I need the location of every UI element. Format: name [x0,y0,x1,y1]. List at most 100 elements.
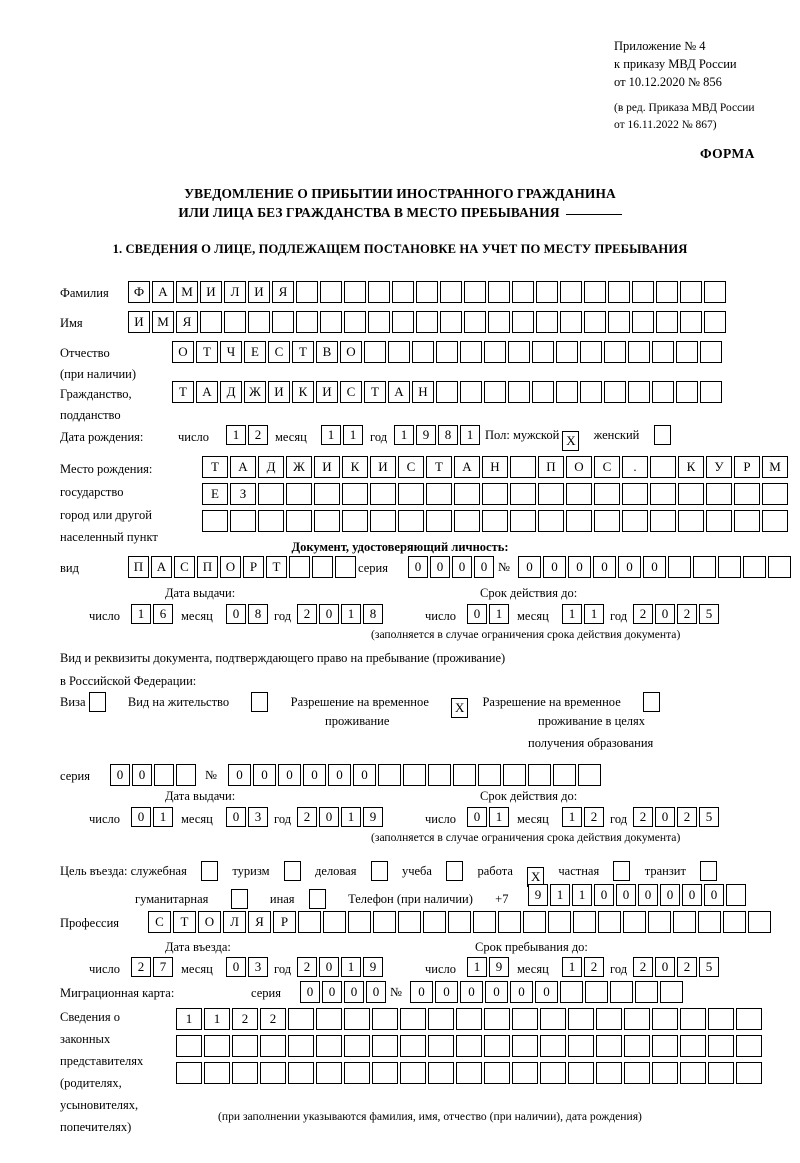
form-cell[interactable]: 2 [232,1008,258,1030]
form-cell[interactable]: 1 [550,884,570,906]
form-cell[interactable] [566,483,592,505]
form-cell[interactable]: 3 [248,957,268,977]
form-cell[interactable] [726,884,746,906]
form-cell[interactable] [594,483,620,505]
form-cell[interactable]: 0 [410,981,433,1003]
form-cell[interactable]: 0 [460,981,483,1003]
form-cell[interactable] [258,483,284,505]
form-cell[interactable]: 9 [416,425,436,445]
form-cell[interactable]: И [200,281,222,303]
form-cell[interactable] [372,1008,398,1030]
form-cell[interactable] [258,510,284,532]
form-cell[interactable] [596,1062,622,1084]
form-cell[interactable] [708,1008,734,1030]
form-cell[interactable]: А [152,281,174,303]
form-cell[interactable]: С [340,381,362,403]
form-cell[interactable] [566,510,592,532]
form-cell[interactable]: 0 [435,981,458,1003]
form-cell[interactable] [624,1062,650,1084]
form-cell[interactable] [314,483,340,505]
form-cell[interactable] [398,911,421,933]
form-cell[interactable] [532,341,554,363]
form-cell[interactable]: 0 [535,981,558,1003]
form-cell[interactable] [460,381,482,403]
form-cell[interactable] [392,311,414,333]
form-cell[interactable] [344,1008,370,1030]
form-cell[interactable]: 2 [131,957,151,977]
form-cell[interactable] [400,1008,426,1030]
form-cell[interactable]: 3 [248,807,268,827]
form-cell[interactable]: Л [224,281,246,303]
form-cell[interactable] [320,311,342,333]
form-cell[interactable] [680,311,702,333]
form-cell[interactable]: 2 [584,957,604,977]
form-cell[interactable]: 0 [353,764,376,786]
form-cell[interactable] [540,1035,566,1057]
form-cell[interactable] [680,281,702,303]
form-cell[interactable]: А [454,456,480,478]
purpose-tourism-checkbox[interactable] [283,861,301,881]
form-cell[interactable] [736,1008,762,1030]
form-cell[interactable]: 0 [593,556,616,578]
form-cell[interactable] [454,510,480,532]
form-cell[interactable] [604,381,626,403]
form-cell[interactable]: 0 [467,604,487,624]
form-cell[interactable] [734,510,760,532]
form-cell[interactable]: Т [426,456,452,478]
form-cell[interactable]: 9 [489,957,509,977]
temp-residence-checkbox[interactable]: X [451,698,469,718]
form-cell[interactable] [678,510,704,532]
form-cell[interactable]: 0 [485,981,508,1003]
form-cell[interactable] [693,556,716,578]
form-cell[interactable] [676,381,698,403]
form-cell[interactable]: 0 [408,556,428,578]
form-cell[interactable] [768,556,791,578]
form-cell[interactable] [652,381,674,403]
form-cell[interactable]: 0 [467,807,487,827]
form-cell[interactable]: 8 [438,425,458,445]
form-cell[interactable]: А [196,381,218,403]
form-cell[interactable]: 2 [248,425,268,445]
form-cell[interactable] [423,911,446,933]
form-cell[interactable]: 7 [153,957,173,977]
sex-female-checkbox[interactable] [653,425,671,445]
form-cell[interactable]: 0 [110,764,130,786]
form-cell[interactable]: П [128,556,149,578]
form-cell[interactable] [286,510,312,532]
form-cell[interactable] [314,510,340,532]
form-cell[interactable]: 0 [452,556,472,578]
form-cell[interactable]: 0 [132,764,152,786]
form-cell[interactable]: Я [272,281,294,303]
form-cell[interactable] [532,381,554,403]
form-cell[interactable] [635,981,658,1003]
form-cell[interactable] [510,483,536,505]
visa-checkbox[interactable] [88,692,106,712]
form-cell[interactable]: 1 [394,425,414,445]
form-cell[interactable]: Е [202,483,228,505]
form-cell[interactable] [656,311,678,333]
form-cell[interactable] [370,483,396,505]
form-cell[interactable] [428,764,451,786]
form-cell[interactable] [508,381,530,403]
form-cell[interactable] [388,341,410,363]
form-cell[interactable] [652,1062,678,1084]
purpose-humanitarian-checkbox[interactable] [230,889,248,909]
form-cell[interactable] [573,911,596,933]
form-cell[interactable] [323,911,346,933]
form-cell[interactable] [508,341,530,363]
form-cell[interactable]: 1 [321,425,341,445]
form-cell[interactable]: 0 [568,556,591,578]
form-cell[interactable]: 0 [319,957,339,977]
form-cell[interactable]: К [292,381,314,403]
form-cell[interactable]: 0 [278,764,301,786]
form-cell[interactable] [344,311,366,333]
